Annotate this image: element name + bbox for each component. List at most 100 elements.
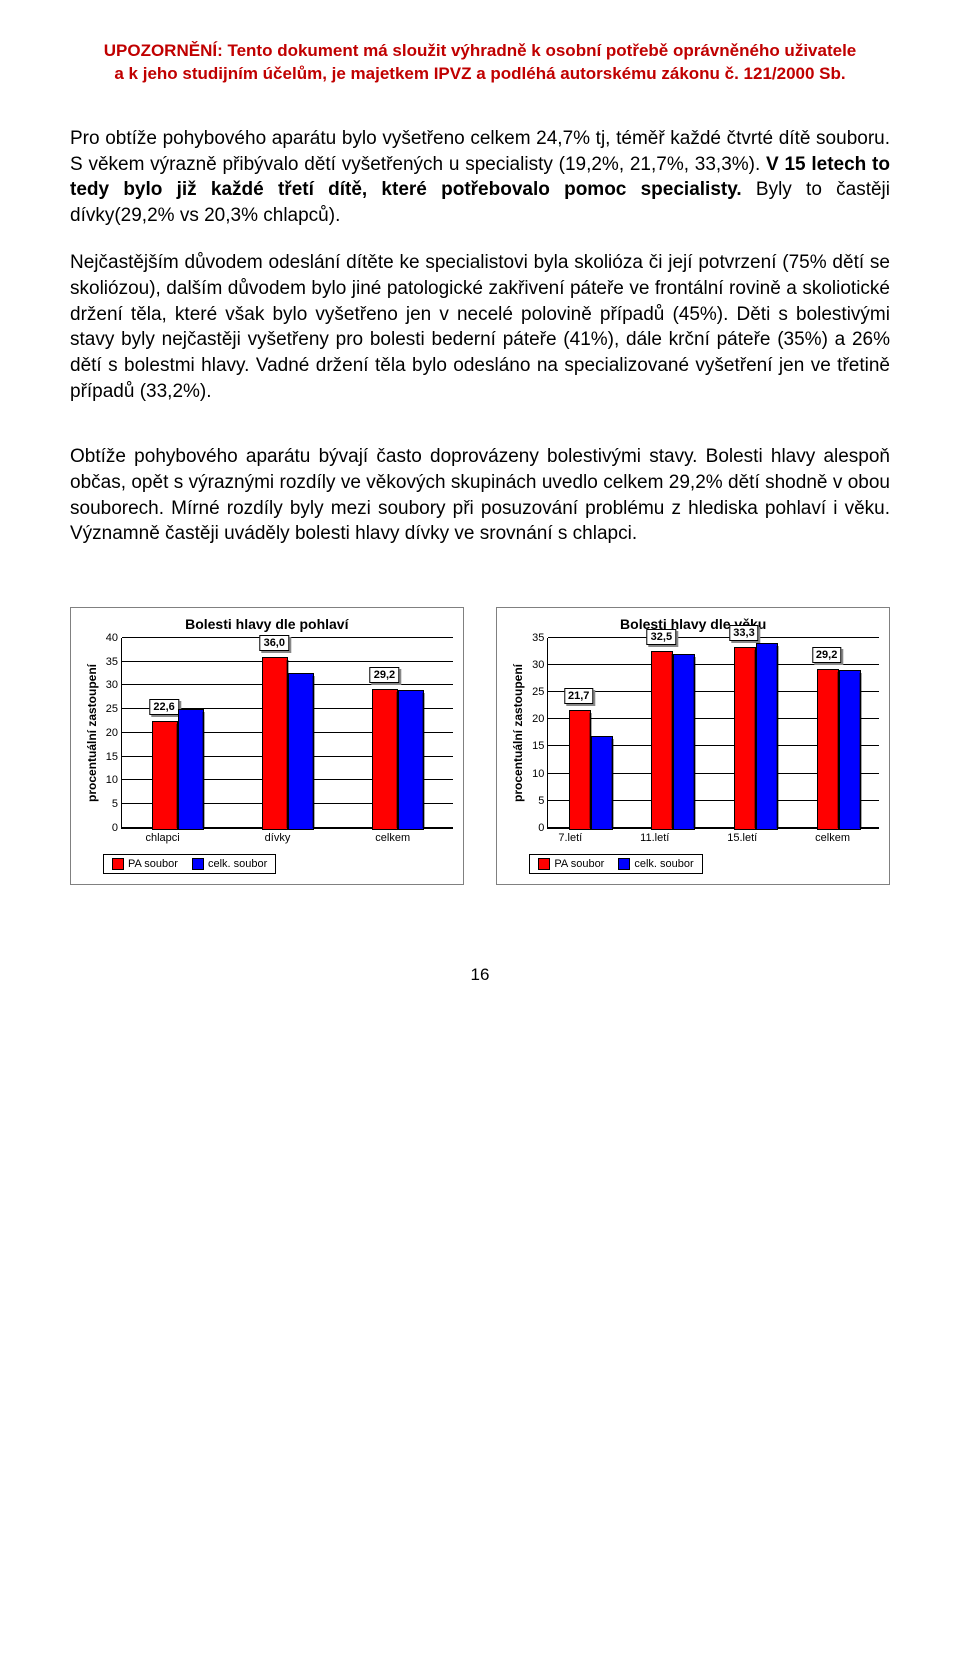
chart2-plot-wrap: procentuální zastoupení 0510152025303521… <box>507 638 879 829</box>
ytick-label: 10 <box>524 768 544 780</box>
charts-container: Bolesti hlavy dle pohlaví procentuální z… <box>70 607 890 885</box>
bar-group: 29,2 <box>817 669 859 828</box>
paragraph-2: Nejčastějším důvodem odeslání dítěte ke … <box>70 250 890 404</box>
bar: 36,0 <box>262 657 286 828</box>
ytick-label: 35 <box>98 656 118 668</box>
bar-group: 36,0 <box>262 657 312 828</box>
warning-line1: UPOZORNĚNÍ: Tento dokument má sloužit vý… <box>104 41 857 60</box>
bar-group: 22,6 <box>152 709 202 828</box>
bar-face <box>288 673 314 829</box>
bar-value-label: 36,0 <box>260 635 289 651</box>
bar <box>591 736 611 828</box>
bar-shadow <box>312 676 315 827</box>
ytick-label: 15 <box>524 740 544 752</box>
bar <box>673 654 693 828</box>
bar-value-label: 21,7 <box>564 688 593 704</box>
bar-face <box>152 721 178 830</box>
bar-value-label: 32,5 <box>647 629 676 645</box>
x-label: celkem <box>815 832 850 844</box>
ytick-label: 30 <box>524 659 544 671</box>
bar-face <box>734 647 756 830</box>
bar-face <box>398 690 424 830</box>
ytick-label: 20 <box>98 727 118 739</box>
bar-face <box>262 657 288 830</box>
bar: 33,3 <box>734 647 754 828</box>
x-label: celkem <box>375 832 410 844</box>
legend-swatch-blue <box>192 858 204 870</box>
x-label: 15.letí <box>727 832 757 844</box>
bar: 21,7 <box>569 710 589 828</box>
ytick-label: 30 <box>98 679 118 691</box>
chart1-plot-wrap: procentuální zastoupení 0510152025303540… <box>81 638 453 829</box>
chart2-legend-label1: PA soubor <box>554 858 604 870</box>
chart2-title: Bolesti hlavy dle věku <box>507 616 879 632</box>
bar-shadow <box>776 646 779 828</box>
bar-group: 21,7 <box>569 710 611 828</box>
bar <box>839 670 859 827</box>
ytick-label: 10 <box>98 774 118 786</box>
legend-swatch-red <box>538 858 550 870</box>
bar-face <box>651 651 673 829</box>
ytick-label: 15 <box>98 751 118 763</box>
bars-row: 21,7 32,5 33,3 29,2 <box>548 638 879 828</box>
chart1-title: Bolesti hlavy dle pohlaví <box>81 616 453 632</box>
bar <box>178 709 202 828</box>
ytick-label: 20 <box>524 713 544 725</box>
bar: 29,2 <box>817 669 837 828</box>
bar-shadow <box>422 693 425 828</box>
bar-face <box>372 689 398 830</box>
bar <box>756 643 776 828</box>
x-label: chlapci <box>145 832 179 844</box>
chart1-legend-label2: celk. soubor <box>208 858 267 870</box>
chart1-legend: PA soubor celk. soubor <box>103 854 276 874</box>
bar-value-label: 22,6 <box>149 699 178 715</box>
x-label: dívky <box>265 832 291 844</box>
chart2-box: Bolesti hlavy dle věku procentuální zast… <box>496 607 890 885</box>
x-label: 11.letí <box>640 832 669 844</box>
chart2-legend-item1: PA soubor <box>538 858 604 870</box>
chart2-legend: PA soubor celk. soubor <box>529 854 702 874</box>
bar-shadow <box>202 712 205 828</box>
bar-value-label: 33,3 <box>729 625 758 641</box>
bars-row: 22,6 36,0 29,2 <box>122 638 453 828</box>
legend-swatch-blue <box>618 858 630 870</box>
bar-group: 33,3 <box>734 643 776 828</box>
bar <box>288 673 312 827</box>
chart1-xlabels: chlapci dívky celkem <box>103 832 453 844</box>
bar-face <box>817 669 839 830</box>
chart2-plot-area: 0510152025303521,732,533,329,2 <box>547 638 879 829</box>
chart1-ylabel: procentuální zastoupení <box>81 664 99 802</box>
bar-face <box>673 654 695 830</box>
bar <box>398 690 422 828</box>
bar-shadow <box>611 739 614 828</box>
bar-value-label: 29,2 <box>812 647 841 663</box>
paragraph-3: Obtíže pohybového aparátu bývají často d… <box>70 444 890 547</box>
chart2-ylabel: procentuální zastoupení <box>507 664 525 802</box>
bar: 29,2 <box>372 689 396 828</box>
ytick-label: 5 <box>98 798 118 810</box>
ytick-label: 0 <box>98 822 118 834</box>
chart2-xlabels: 7.letí 11.letí 15.letí celkem <box>529 832 879 844</box>
bar-group: 32,5 <box>651 651 693 827</box>
bar: 32,5 <box>651 651 671 827</box>
chart2-legend-item2: celk. soubor <box>618 858 693 870</box>
warning-banner: UPOZORNĚNÍ: Tento dokument má sloužit vý… <box>70 40 890 86</box>
ytick-label: 35 <box>524 632 544 644</box>
ytick-label: 25 <box>98 703 118 715</box>
chart1-legend-item1: PA soubor <box>112 858 178 870</box>
ytick-label: 40 <box>98 632 118 644</box>
ytick-label: 5 <box>524 795 544 807</box>
bar-value-label: 29,2 <box>370 667 399 683</box>
chart1-plot-area: 051015202530354022,636,029,2 <box>121 638 453 829</box>
chart1-legend-item2: celk. soubor <box>192 858 267 870</box>
chart2-legend-label2: celk. soubor <box>634 858 693 870</box>
ytick-label: 0 <box>524 822 544 834</box>
paragraph-1: Pro obtíže pohybového aparátu bylo vyšet… <box>70 126 890 229</box>
bar-shadow <box>859 673 862 827</box>
chart1-legend-label1: PA soubor <box>128 858 178 870</box>
bar: 22,6 <box>152 721 176 828</box>
x-label: 7.letí <box>558 832 582 844</box>
legend-swatch-red <box>112 858 124 870</box>
bar-shadow <box>693 657 696 828</box>
bar-face <box>756 643 778 830</box>
